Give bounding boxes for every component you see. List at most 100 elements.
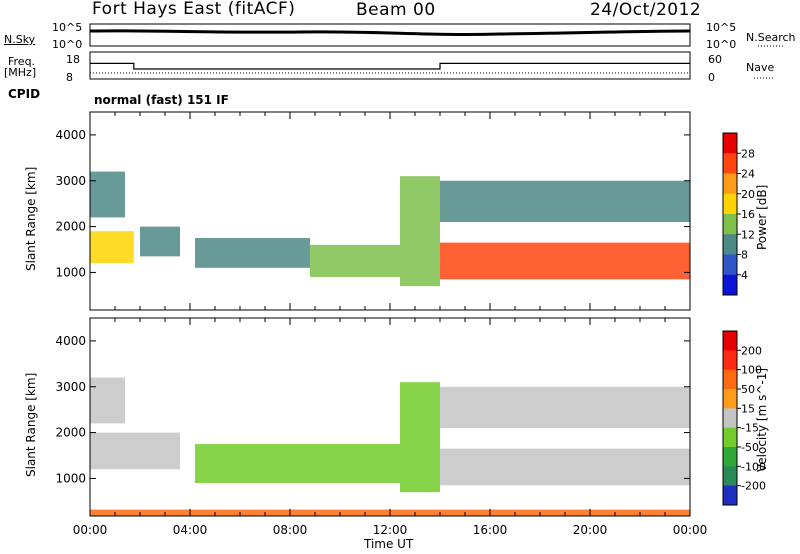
noise-right-tick-top: 10^5 [706,21,737,34]
power-colorbar-swatch-0 [723,133,737,154]
x-ticklabel-1: 04:00 [173,523,208,537]
velocity-ytick-label-1: 2000 [55,426,86,440]
nave-tick-top: 60 [708,53,722,66]
velocity-region-1 [90,377,125,424]
power-ytick-label-1: 2000 [55,220,86,234]
velocity-colorbar: 200 100 50 15 -15 -50 -100 -200 [722,330,766,506]
velocity-colorbar-label-5: -50 [741,441,759,454]
velocity-colorbar-label-0: 200 [741,344,762,357]
power-region-3 [195,238,310,268]
power-colorbar-label-3: 16 [741,208,755,221]
velocity-xticks [89,318,691,516]
power-colorbar-swatch-2 [723,173,737,195]
nave-label: Nave [746,61,775,74]
freq-panel-frame [89,51,691,80]
velocity-colorbar-swatch-7 [723,466,737,487]
power-colorbar-label-4: 20 [741,188,755,201]
velocity-regions [90,377,690,516]
noise-right-tick-bottom: 10^0 [706,38,737,51]
velocity-ytick-label-3: 4000 [55,334,86,348]
power-colorbar-label-0: 4 [741,269,748,282]
noise-panel-frame [89,23,691,47]
x-ticklabel-6: 00:00 [673,523,708,537]
power-colorbar: 4 8 12 16 20 24 28 [722,132,755,296]
velocity-colorbar-swatch-1 [723,350,737,371]
cpid-mode: normal (fast) 151 IF [94,93,229,107]
power-ytick-label-3: 4000 [55,128,86,142]
velocity-ytick-label-0: 1000 [55,471,86,485]
x-ticklabel-4: 16:00 [473,523,508,537]
time-axis-label: Time UT [364,537,414,551]
velocity-colorbar-swatch-3 [723,389,737,409]
velocity-region-4 [440,448,690,486]
velocity-colorbar-swatch-6 [723,447,737,467]
velocity-colorbar-frame [722,330,738,506]
power-region-1 [90,171,125,218]
velocity-colorbar-swatch-0 [723,331,737,351]
power-region-6 [440,242,690,280]
date-label: 24/Oct/2012 [590,0,702,20]
power-yticks: 1000 2000 3000 4000 [55,128,690,279]
power-region-2 [140,226,180,257]
velocity-colorbar-label-4: -15 [741,422,759,435]
x-ticklabel-5: 20:00 [573,523,608,537]
noise-left-tick-top: 10^5 [52,21,83,34]
velocity-colorbar-label-6: -100 [741,460,766,473]
velocity-colorbar-label-3: 15 [741,402,755,415]
power-xticks [89,112,691,310]
power-region-5 [400,176,440,287]
cpid-label: CPID [8,87,41,101]
power-colorbar-swatch-3 [723,193,737,215]
velocity-yticks: 1000 2000 3000 4000 [55,334,690,485]
power-colorbar-label-2: 12 [741,228,755,241]
power-colorbar-label-5: 24 [741,168,755,181]
power-colorbar-label-6: 28 [741,147,755,160]
velocity-colorbar-label-2: 50 [741,383,755,396]
beam-label: Beam 00 [356,0,436,20]
power-regions [90,171,690,287]
velocity-region-2 [195,444,400,483]
power-region-4 [310,244,400,277]
noise-sky-trace [89,29,691,36]
freq-step-line [90,62,690,70]
power-region-0 [90,231,134,264]
nave-tick-bottom: 0 [708,71,715,84]
power-panel: 1000 2000 3000 4000 [55,111,691,311]
noise-panel [89,23,785,47]
x-ticklabel-0: 00:00 [73,523,108,537]
x-ticklabel-3: 12:00 [373,523,408,537]
velocity-region-3 [400,382,440,493]
freq-steps [90,62,690,70]
power-colorbar-swatch-5 [723,234,737,255]
velocity-region-0 [90,432,180,470]
power-colorbar-swatch-7 [723,274,737,296]
power-region-7 [440,180,690,222]
velocity-colorbar-label-1: 100 [741,364,762,377]
freq-unit-label: [MHz] [4,66,37,79]
velocity-region-5 [440,386,690,428]
power-colorbar-swatch-1 [723,153,737,174]
velocity-colorbar-swatch-4 [723,408,737,429]
power-colorbar-swatch-6 [723,254,737,276]
velocity-colorbar-swatch-2 [723,369,737,390]
velocity-panel: 1000 2000 3000 4000 [55,317,691,517]
velocity-colorbar-swatch-5 [723,427,737,448]
power-ytick-label-2: 3000 [55,174,86,188]
freq-label: Freq. [8,55,36,68]
noise-left-tick-bottom: 10^0 [52,38,83,51]
x-ticklabel-2: 08:00 [273,523,308,537]
station-title: Fort Hays East (fitACF) [92,0,296,19]
power-colorbar-swatch-4 [723,214,737,235]
velocity-colorbar-label-7: -200 [741,480,766,493]
velocity-ytick-label-2: 3000 [55,380,86,394]
freq-panel [89,51,773,80]
velocity-colorbar-swatch-8 [723,485,737,506]
freq-tick-top: 18 [66,53,80,66]
x-ticklabels: 00:00 04:00 08:00 12:00 16:00 20:00 00:00 [73,523,708,537]
n-sky-label: N.Sky [4,33,36,46]
power-ytick-label-0: 1000 [55,265,86,279]
freq-tick-bottom: 8 [66,71,73,84]
power-colorbar-label-1: 8 [741,249,748,262]
n-search-label: N.Search [746,31,796,44]
